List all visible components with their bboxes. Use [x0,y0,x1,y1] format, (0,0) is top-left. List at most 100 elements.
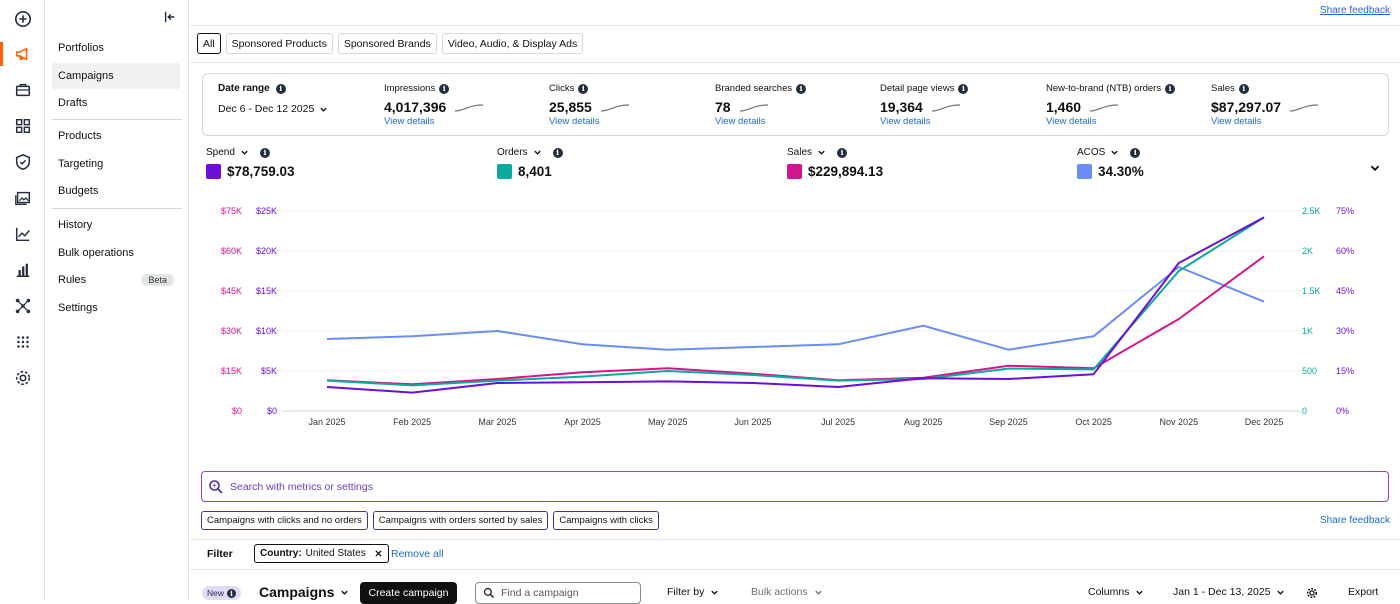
metric-sales[interactable]: Sales i $229,894.13 [787,147,883,179]
divider [190,569,1400,570]
table-date-range[interactable]: Jan 1 - Dec 13, 2025 [1173,586,1285,598]
export-button[interactable]: Export [1348,586,1379,598]
info-icon[interactable]: i [227,588,237,598]
share-feedback-link[interactable]: Share feedback [1319,5,1390,16]
shield-icon[interactable] [13,152,33,172]
collapse-sidebar-icon[interactable] [163,10,179,26]
new-badge: New i [202,586,242,600]
suggestion-chip[interactable]: Campaigns with clicks and no orders [201,511,368,530]
metric-spend[interactable]: Spend i $78,759.03 [206,147,295,179]
date-range-picker[interactable]: Date range i Dec 6 - Dec 12 2025 [218,83,328,115]
info-icon[interactable]: i [1130,147,1141,158]
sidebar-item-campaigns[interactable]: Campaigns [52,63,180,89]
series-line-acos [326,266,1265,351]
campaigns-title-dropdown[interactable]: Campaigns [259,584,349,600]
view-details-link[interactable]: View details [1211,116,1262,127]
sidebar-item-portfolios[interactable]: Portfolios [52,35,180,61]
tab-sponsored-products[interactable]: Sponsored Products [225,33,333,54]
suggestion-chip[interactable]: Campaigns with clicks [553,511,659,530]
info-icon[interactable]: i [275,83,286,94]
sidebar-item-drafts[interactable]: Drafts [52,90,180,116]
bar-chart-icon[interactable] [13,260,33,280]
ai-search-icon [209,479,223,494]
sidebar-item-label: Products [58,130,102,142]
metric-acos[interactable]: ACOS i 34.30% [1077,147,1144,179]
view-details-link[interactable]: View details [715,116,766,127]
find-campaign-input[interactable]: Find a campaign [475,582,641,604]
sidebar: Portfolios Campaigns Drafts Products Tar… [45,0,189,600]
x-axis-tick: Sep 2025 [989,417,1028,427]
briefcase-icon[interactable] [13,80,33,100]
info-icon[interactable]: i [259,147,270,158]
sparkline-icon [1090,104,1119,112]
tab-all[interactable]: All [197,33,221,54]
info-icon[interactable]: i [1238,83,1249,94]
bulk-actions-dropdown[interactable]: Bulk actions [751,586,823,598]
info-icon[interactable]: i [439,83,450,94]
sidebar-item-label: Rules [58,274,87,286]
metric-label: Spend [206,147,235,158]
acos-axis-tick: 75% [1336,206,1354,216]
share-feedback-link[interactable]: Share feedback [1319,515,1390,526]
sidebar-item-bulk-operations[interactable]: Bulk operations [52,240,180,266]
view-details-link[interactable]: View details [384,116,435,127]
view-details-link[interactable]: View details [880,116,931,127]
columns-dropdown[interactable]: Columns [1088,586,1144,598]
metric-value: 34.30% [1098,164,1144,179]
sidebar-item-settings[interactable]: Settings [52,295,180,321]
info-icon[interactable]: i [1165,83,1176,94]
apps-dots-icon[interactable] [13,332,33,352]
megaphone-icon[interactable] [13,44,33,64]
filter-by-dropdown[interactable]: Filter by [667,586,719,598]
kpi-branded-searches: Branded searches i 78 View details [715,83,807,127]
series-swatch [787,164,802,179]
metrics-search-input[interactable]: Search with metrics or settings [201,471,1389,502]
spend-axis-tick: $10K [256,326,277,336]
kpi-label: Impressions [384,83,436,94]
sidebar-item-products[interactable]: Products [52,123,180,149]
sidebar-item-targeting[interactable]: Targeting [52,151,180,177]
tab-video-audio-display[interactable]: Video, Audio, & Display Ads [441,33,584,54]
info-icon[interactable]: i [552,147,563,158]
add-circle-icon[interactable] [13,9,33,29]
sidebar-item-label: Portfolios [58,42,104,54]
image-gallery-icon[interactable] [13,188,33,208]
spend-axis-tick: $15K [256,286,277,296]
date-range-label: Date range [218,83,270,94]
sales-axis-tick: $30K [221,326,242,336]
grid-icon[interactable] [13,116,33,136]
gear-icon[interactable] [13,368,33,388]
close-icon[interactable] [374,549,383,558]
sales-axis-tick: $15K [221,366,242,376]
suggestion-chip[interactable]: Campaigns with orders sorted by sales [372,511,549,530]
spend-axis-tick: $0 [267,406,277,416]
country-filter-chip[interactable]: Country: United States [254,544,389,563]
kpi-label: Branded searches [715,83,793,94]
info-icon[interactable]: i [837,147,848,158]
sidebar-item-budgets[interactable]: Budgets [52,178,180,204]
sidebar-item-rules[interactable]: Rules Beta [52,267,180,293]
sidebar-item-history[interactable]: History [52,212,180,238]
metric-orders[interactable]: Orders i 8,401 [497,147,563,179]
view-details-link[interactable]: View details [1046,116,1097,127]
info-icon[interactable]: i [578,83,589,94]
performance-line-chart: $0 $0 0 0% $15K $5K 500 15% $30K $10K 1K 30% $45K $15… [221,206,1354,427]
remove-all-link[interactable]: Remove all [391,548,444,560]
search-icon [483,587,494,598]
chevron-down-icon [1277,590,1285,595]
view-details-link[interactable]: View details [549,116,600,127]
info-icon[interactable]: i [958,83,969,94]
sidebar-item-label: History [58,219,93,231]
expand-chevron-icon[interactable] [1369,162,1381,174]
sidebar-item-label: Campaigns [58,70,114,82]
sparkline-icon [739,104,768,112]
info-icon[interactable]: i [796,83,807,94]
network-icon[interactable] [13,296,33,316]
sparkline-icon [600,104,629,112]
kpi-impressions: Impressions i 4,017,396 View details [384,83,484,127]
gear-icon[interactable] [1306,587,1318,599]
line-chart-icon[interactable] [13,224,33,244]
tab-sponsored-brands[interactable]: Sponsored Brands [337,33,437,54]
kpi-value: $87,297.07 [1211,99,1282,115]
create-campaign-button[interactable]: Create campaign [360,582,457,604]
